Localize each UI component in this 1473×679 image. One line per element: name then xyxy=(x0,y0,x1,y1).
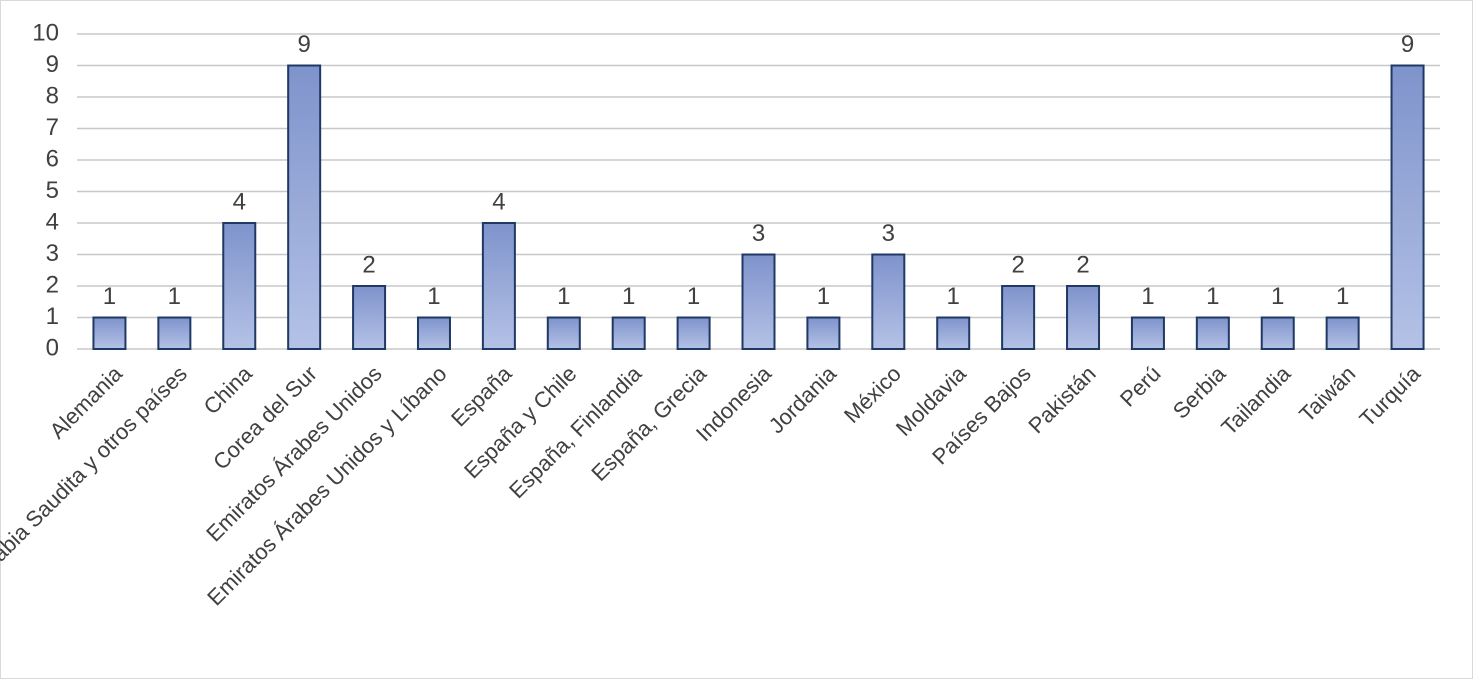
y-tick-label: 5 xyxy=(46,177,59,204)
data-label: 4 xyxy=(233,188,246,215)
y-tick-label: 3 xyxy=(46,240,59,267)
data-label: 1 xyxy=(1271,283,1284,310)
data-label: 2 xyxy=(1076,251,1089,278)
bar xyxy=(1001,285,1036,350)
y-tick-label: 9 xyxy=(46,51,59,78)
bar xyxy=(611,316,646,350)
bar xyxy=(676,316,711,350)
bar xyxy=(287,64,322,350)
data-label: 1 xyxy=(622,283,635,310)
y-tick-label: 10 xyxy=(32,19,59,46)
bar xyxy=(481,222,516,350)
bar xyxy=(352,285,387,350)
bar xyxy=(546,316,581,350)
data-label: 1 xyxy=(168,283,181,310)
bar xyxy=(1195,316,1230,350)
y-tick-label: 0 xyxy=(46,334,59,361)
data-label: 9 xyxy=(297,31,310,58)
bar xyxy=(1066,285,1101,350)
bar xyxy=(1130,316,1165,350)
data-label: 3 xyxy=(882,220,895,247)
bar xyxy=(157,316,192,350)
data-label: 1 xyxy=(557,283,570,310)
bar xyxy=(416,316,451,350)
bar xyxy=(1390,64,1425,350)
y-tick-label: 7 xyxy=(46,114,59,141)
bar xyxy=(92,316,127,350)
data-label: 1 xyxy=(817,283,830,310)
bar xyxy=(871,253,906,350)
data-label: 2 xyxy=(1011,251,1024,278)
data-label: 9 xyxy=(1401,31,1414,58)
data-label: 4 xyxy=(492,188,505,215)
data-label: 1 xyxy=(103,283,116,310)
data-label: 3 xyxy=(752,220,765,247)
y-tick-label: 8 xyxy=(46,82,59,109)
bar xyxy=(1260,316,1295,350)
data-label: 2 xyxy=(362,251,375,278)
bar xyxy=(936,316,971,350)
bar xyxy=(222,222,257,350)
bar xyxy=(741,253,776,350)
y-tick-label: 6 xyxy=(46,145,59,172)
bar xyxy=(1325,316,1360,350)
data-label: 1 xyxy=(947,283,960,310)
data-label: 1 xyxy=(1141,283,1154,310)
data-label: 1 xyxy=(1336,283,1349,310)
data-label: 1 xyxy=(687,283,700,310)
data-label: 1 xyxy=(427,283,440,310)
y-tick-label: 1 xyxy=(46,303,59,330)
y-tick-label: 4 xyxy=(46,208,59,235)
y-tick-label: 2 xyxy=(46,271,59,298)
data-label: 1 xyxy=(1206,283,1219,310)
bar xyxy=(806,316,841,350)
